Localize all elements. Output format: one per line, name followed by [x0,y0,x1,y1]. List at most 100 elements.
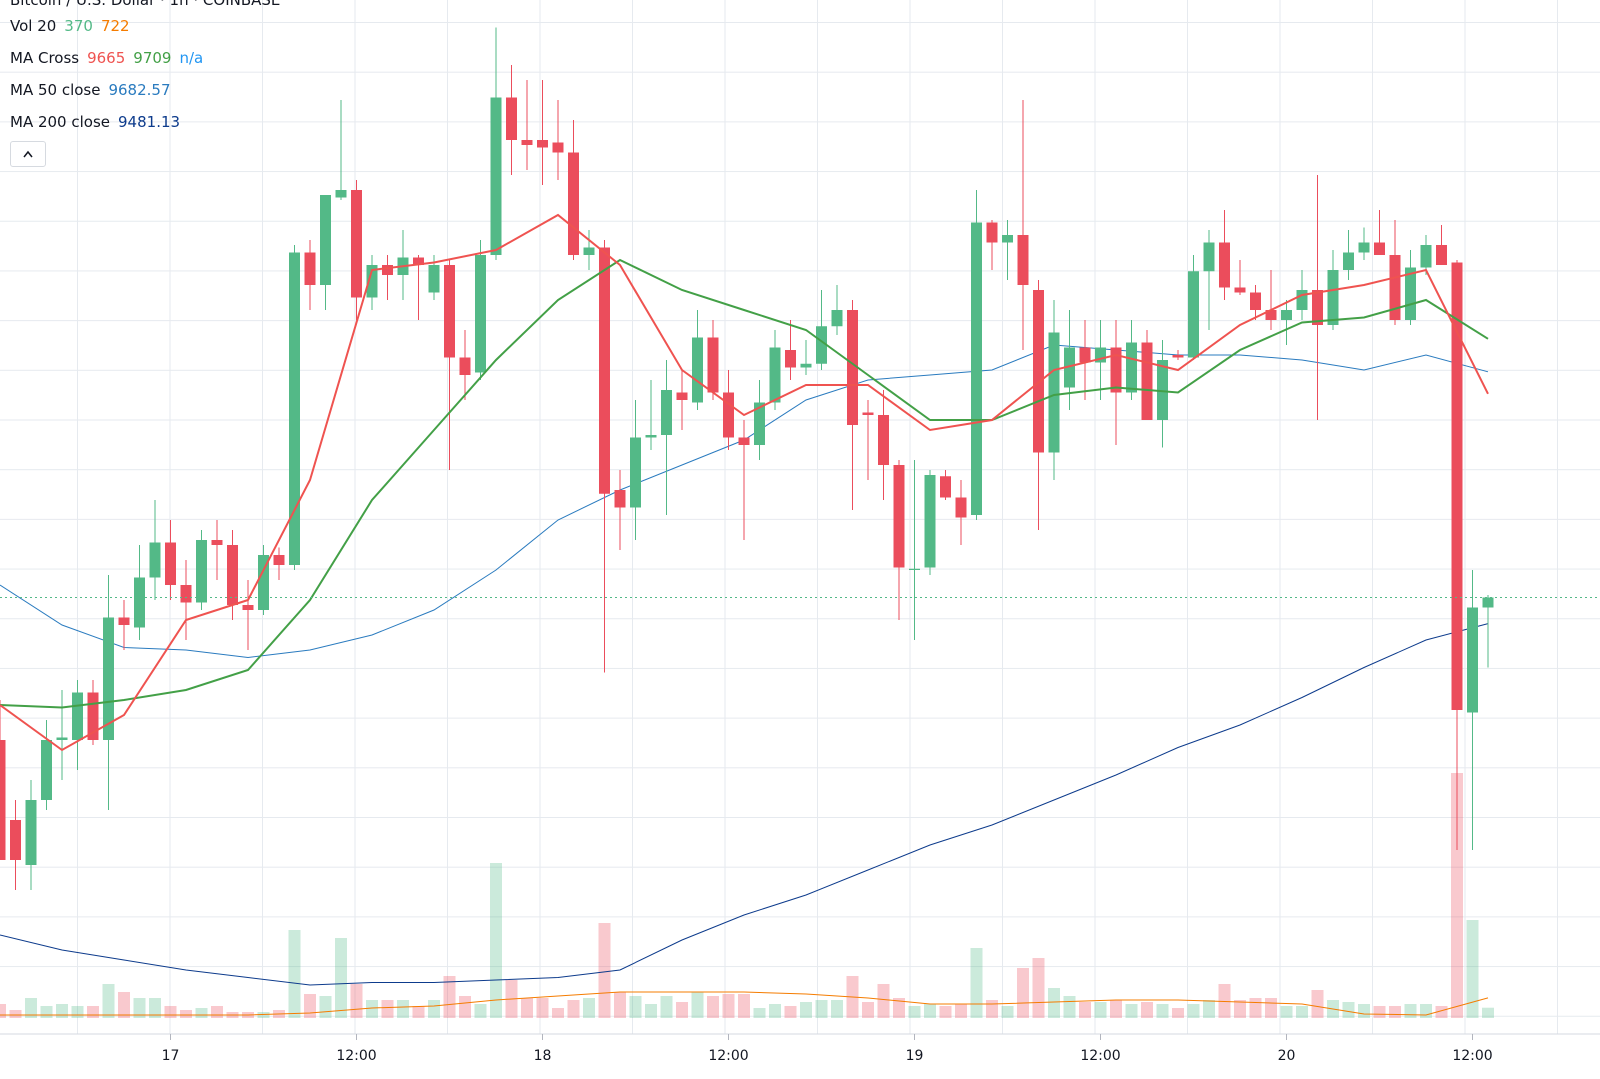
volume-bar [0,1004,6,1018]
volume-bar [459,996,471,1018]
candle-body [1188,271,1199,358]
candle-body [227,545,238,605]
candle-body [1436,245,1447,265]
volume-bar [536,998,549,1018]
candle-body [25,800,37,865]
volume-bar [1063,996,1076,1018]
volume-bar [862,1002,874,1018]
volume-bar [598,923,611,1018]
candle-body [955,497,967,518]
volume-bar [1249,998,1262,1018]
candle-body [304,252,316,285]
candle-body [800,363,812,368]
candle-body [847,310,858,425]
x-tick-label: 17 [162,1048,180,1064]
volume-bar [319,996,332,1018]
volume-bar [955,1004,967,1018]
candle-body [738,437,750,445]
candle-body [924,475,936,568]
volume-bar [1156,1004,1169,1018]
candle-body [1048,332,1060,453]
volume-bar [1203,1000,1215,1018]
volume-bar [1466,920,1479,1018]
volume-bar [1017,968,1029,1018]
volume-bar [118,992,130,1018]
candle-body [552,142,564,153]
volume-bar [784,1006,797,1018]
volume-bar [1358,1004,1370,1018]
volume-bar [1187,1004,1200,1018]
chevron-icon [23,150,33,158]
volume-bar [986,1000,998,1018]
volume-bar [428,1000,440,1018]
volume-bar [1110,1000,1122,1018]
candle-body [459,357,471,375]
volume-bar [753,1008,766,1018]
candle-body [413,257,424,265]
x-tick-label: 20 [1278,1048,1296,1064]
volume-bar [1296,1006,1308,1018]
candle-body [366,265,378,298]
legend-row: MA 50 close 9682.57 [10,80,211,112]
candle-body [1141,342,1153,420]
legend-value: 370 [64,17,93,35]
legend-value: 722 [100,17,130,35]
candle-body [816,326,827,364]
volume-bar [769,1004,781,1018]
candle-body [149,542,161,578]
candle-body [196,540,207,603]
candle-body [1219,242,1230,288]
candle-body [676,392,688,400]
time-axis-bg [0,1034,1600,1079]
volume-bar [412,1006,425,1018]
volume-bar [924,1004,936,1018]
volume-bar [474,1004,487,1018]
candle-body [273,555,285,565]
candle-body [893,465,905,568]
x-tick-label: 12:00 [336,1048,376,1064]
candle-body [769,347,781,403]
candle-body [521,140,533,145]
volume-bar [676,1002,688,1018]
volume-bar [133,998,146,1018]
volume-bar [102,984,115,1018]
candle-body [335,190,347,198]
candle-body [1420,245,1432,268]
candle-body [707,337,719,393]
candle-body [10,820,21,860]
volume-ma-line [0,991,1489,1016]
candle-body [72,692,83,740]
candle-body [754,402,765,445]
candle-body [909,568,920,570]
volume-bar [149,998,161,1018]
candle-body [103,617,114,740]
candle-body [1250,292,1261,310]
candle-body [1110,347,1122,393]
legend-row: MA 200 close 9481.13 [10,112,211,144]
candle-body [583,247,595,255]
volume-bar [164,1006,177,1018]
candle-body [1358,242,1370,253]
candle-body [475,255,486,373]
volume-bar [180,1010,192,1018]
volume-bar [1001,1006,1014,1018]
volume-bar [939,1006,952,1018]
candle-body [165,542,176,585]
candle-body [537,140,548,148]
volume-bar [1482,1007,1494,1018]
volume-bar [1048,988,1060,1018]
candle-body [320,195,331,285]
candle-body [490,97,502,255]
volume-bar [800,1002,812,1018]
volume-bar [1172,1008,1184,1018]
collapse-button[interactable] [10,141,46,167]
volume-bar [56,1004,68,1018]
volume-bar [1141,1002,1153,1018]
volume-bar [1420,1004,1432,1018]
legend-row: MA Cross 9665 9709 n/a [10,48,211,80]
candle-body [723,392,734,438]
volume-bar [552,1008,564,1018]
legend-value: n/a [179,49,204,67]
candle-body [599,247,610,494]
